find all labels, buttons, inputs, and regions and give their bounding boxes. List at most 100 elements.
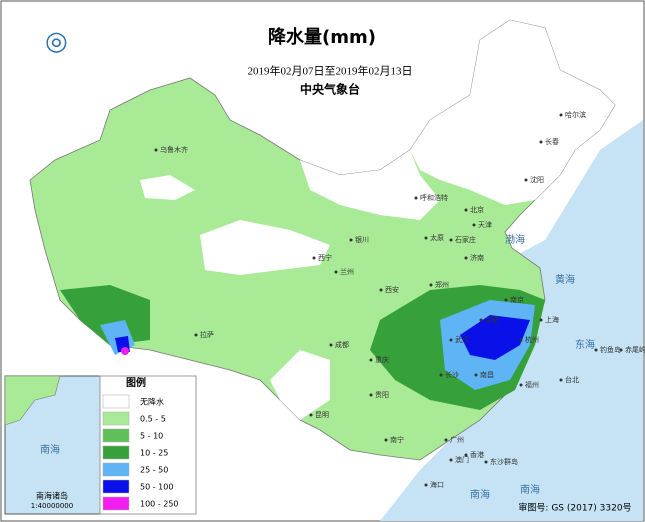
dry-plateau bbox=[200, 220, 330, 275]
inset-land bbox=[4, 375, 61, 426]
legend-title: 图例 bbox=[126, 376, 146, 389]
city-dot bbox=[312, 256, 316, 260]
city-dot bbox=[329, 343, 333, 347]
city-dot bbox=[519, 383, 523, 387]
city-label: 南京 bbox=[510, 295, 524, 304]
sea-label: 东海 bbox=[575, 338, 595, 351]
city-label: 福州 bbox=[525, 380, 539, 389]
city-label: 呼和浩特 bbox=[420, 193, 448, 202]
sea-label: 南海 bbox=[470, 488, 490, 501]
city-label: 石家庄 bbox=[455, 235, 476, 244]
city-dot bbox=[429, 283, 433, 287]
city-dot bbox=[334, 270, 338, 274]
city-label: 太原 bbox=[430, 233, 444, 242]
legend-swatch bbox=[102, 445, 130, 460]
city-label: 海口 bbox=[430, 480, 444, 489]
city-dot bbox=[384, 438, 388, 442]
dry-basin bbox=[140, 175, 195, 200]
city-dot bbox=[424, 483, 428, 487]
date-range: 2019年02月07日至2019年02月13日 bbox=[248, 64, 413, 78]
sea-label: 渤海 bbox=[505, 233, 525, 246]
city-label: 长春 bbox=[545, 137, 559, 146]
city-dot bbox=[559, 113, 563, 117]
legend-label: 25 - 50 bbox=[140, 466, 168, 475]
legend-label: 10 - 25 bbox=[140, 449, 168, 458]
legend-swatch bbox=[102, 496, 130, 511]
city-dot bbox=[479, 318, 483, 322]
legend-swatch bbox=[102, 462, 130, 477]
sea-label: 南海 bbox=[520, 483, 540, 496]
city-dot bbox=[309, 413, 313, 417]
dry-southwest bbox=[270, 350, 330, 420]
city-dot bbox=[519, 338, 523, 342]
city-dot bbox=[449, 338, 453, 342]
city-dot bbox=[594, 348, 598, 352]
extreme-tibet bbox=[121, 347, 129, 355]
city-label: 上海 bbox=[545, 315, 559, 324]
legend-swatch bbox=[102, 428, 130, 443]
city-dot bbox=[474, 373, 478, 377]
city-label: 昆明 bbox=[315, 411, 329, 419]
dry-north bbox=[300, 150, 440, 220]
city-dot bbox=[464, 256, 468, 260]
city-label: 南宁 bbox=[390, 435, 404, 444]
city-dot bbox=[439, 373, 443, 377]
city-dot bbox=[464, 208, 468, 212]
legend-swatch bbox=[102, 394, 130, 409]
city-label: 澳门 bbox=[455, 455, 469, 464]
footer: 审图号: GS (2017) 3320号 bbox=[518, 502, 631, 514]
dry-northeast bbox=[410, 20, 615, 205]
city-label: 钓鱼岛 bbox=[600, 345, 621, 354]
legend-label: 100 - 250 bbox=[140, 500, 179, 509]
city-dot bbox=[444, 438, 448, 442]
city-label: 贵阳 bbox=[375, 390, 389, 399]
city-label: 武汉 bbox=[455, 335, 469, 344]
city-dot bbox=[194, 333, 198, 337]
city-label: 重庆 bbox=[375, 355, 389, 364]
city-label: 天津 bbox=[478, 221, 492, 229]
agency: 中央气象台 bbox=[300, 82, 360, 97]
legend-swatch bbox=[102, 411, 130, 426]
inset-sea: 南海 bbox=[40, 443, 60, 456]
heavy-east bbox=[460, 315, 530, 360]
city-dot bbox=[154, 148, 158, 152]
city-dot bbox=[369, 393, 373, 397]
city-label: 西安 bbox=[385, 285, 399, 294]
city-dot bbox=[414, 196, 418, 200]
legend-label: 0.5 - 5 bbox=[140, 415, 166, 424]
inset: 南海 南海诸岛 1:40000000 bbox=[4, 375, 101, 515]
city-label: 成都 bbox=[335, 340, 349, 349]
legend-label: 50 - 100 bbox=[140, 483, 173, 492]
city-label: 沈阳 bbox=[530, 175, 544, 184]
inset-scale: 1:40000000 bbox=[31, 502, 73, 510]
city-label: 北京 bbox=[470, 205, 484, 214]
city-dot bbox=[504, 298, 508, 302]
city-label: 郑州 bbox=[435, 281, 449, 289]
city-label: 长沙 bbox=[445, 370, 459, 379]
legend-label: 无降水 bbox=[140, 397, 164, 407]
city-dot bbox=[449, 238, 453, 242]
city-dot bbox=[539, 140, 543, 144]
city-dot bbox=[449, 458, 453, 462]
city-dot bbox=[369, 358, 373, 362]
city-label: 广州 bbox=[450, 435, 464, 444]
city-label: 东沙群岛 bbox=[490, 457, 518, 466]
city-label: 合肥 bbox=[485, 315, 499, 324]
city-dot bbox=[559, 378, 563, 382]
city-label: 西宁 bbox=[318, 253, 332, 262]
city-label: 南昌 bbox=[480, 370, 494, 379]
city-label: 台北 bbox=[565, 375, 579, 384]
city-dot bbox=[379, 288, 383, 292]
city-label: 兰州 bbox=[340, 267, 354, 276]
city-dot bbox=[484, 460, 488, 464]
city-dot bbox=[349, 238, 353, 242]
city-label: 哈尔滨 bbox=[565, 110, 586, 119]
city-dot bbox=[619, 348, 623, 352]
city-label: 银川 bbox=[355, 235, 369, 244]
city-label: 杭州 bbox=[525, 335, 539, 344]
city-dot bbox=[539, 318, 543, 322]
legend-swatch bbox=[102, 479, 130, 494]
legend-label: 5 - 10 bbox=[140, 432, 163, 441]
logo: ◎ bbox=[45, 27, 68, 57]
